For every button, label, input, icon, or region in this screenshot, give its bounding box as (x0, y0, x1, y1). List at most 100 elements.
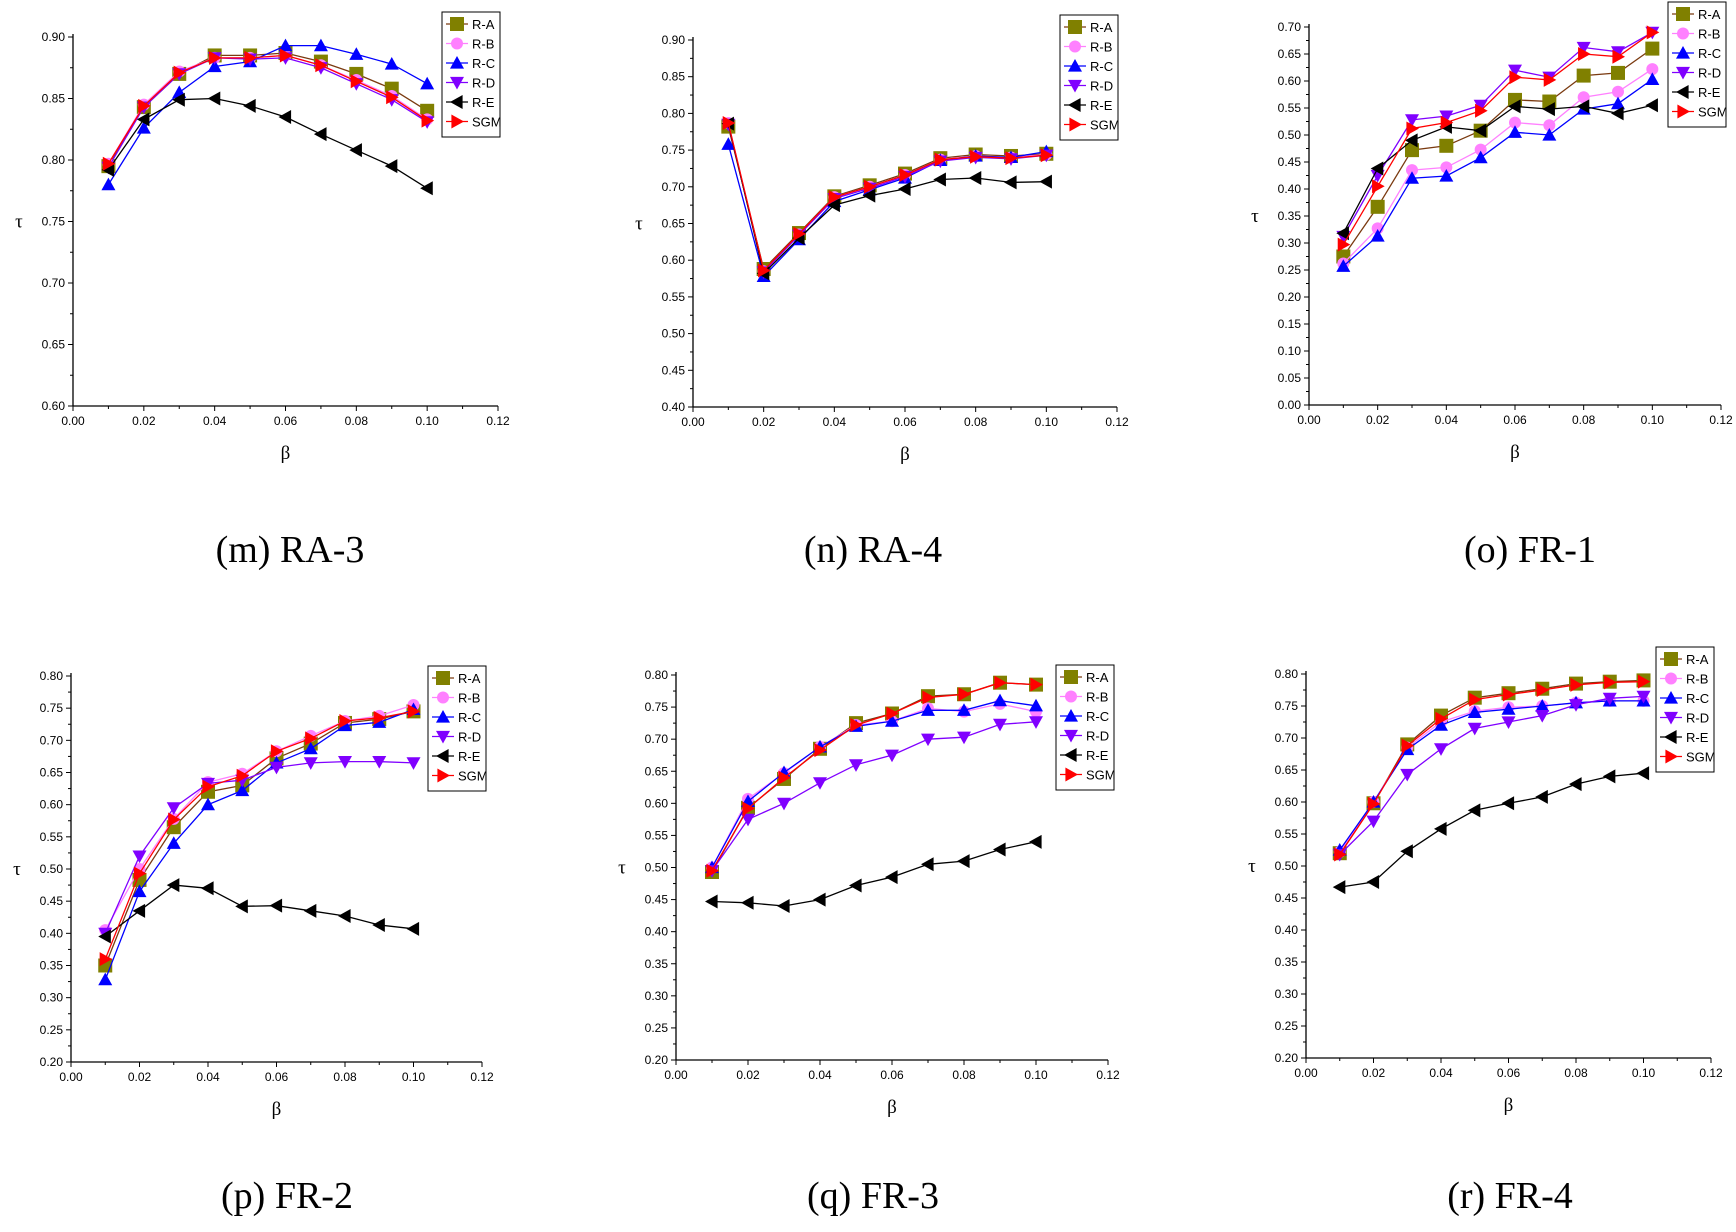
legend-label: R-E (1090, 98, 1113, 113)
legend-label: R-D (1698, 66, 1721, 81)
series-r-b (722, 116, 1053, 278)
legend-label: R-D (472, 76, 495, 91)
series-line (1339, 772, 1644, 888)
data-point (421, 113, 435, 128)
x-tick-label: 0.12 (470, 1070, 494, 1084)
data-point (1543, 72, 1557, 87)
data-point (1576, 68, 1591, 83)
data-point (235, 783, 250, 797)
data-point (1536, 683, 1550, 697)
series-line (104, 704, 414, 931)
data-point (921, 703, 935, 716)
legend-marker (1676, 7, 1690, 21)
x-tick-label: 0.04 (1435, 413, 1459, 427)
series-sgm (706, 675, 1043, 878)
y-tick-label: 0.45 (1275, 891, 1299, 905)
data-point (373, 710, 387, 725)
y-tick-label: 0.30 (40, 991, 64, 1005)
y-tick-label: 0.00 (1278, 398, 1302, 412)
series-r-c (98, 702, 421, 986)
y-tick-label: 0.75 (40, 701, 64, 715)
y-tick-label: 0.20 (645, 1053, 669, 1067)
legend-label: R-A (1090, 20, 1113, 35)
chart-caption: (n) RA-4 (804, 529, 942, 571)
series-line (104, 708, 414, 980)
y-tick-label: 0.65 (40, 766, 64, 780)
data-point (1039, 174, 1052, 189)
legend-marker (1664, 730, 1677, 744)
x-tick-label: 0.04 (196, 1070, 220, 1084)
data-point (1405, 143, 1419, 158)
series-r-d (1336, 26, 1660, 244)
data-point (1439, 110, 1454, 124)
legend-marker (436, 749, 449, 763)
chart-panel-3: 0.00 0.05 0.10 0.15 0.20 0.25 0.30 0.35 0.40 0.45… (1251, 1, 1733, 571)
data-point (1439, 169, 1454, 182)
x-tick-label: 0.10 (1024, 1068, 1048, 1082)
data-point (1542, 128, 1557, 141)
legend-marker (1665, 672, 1677, 685)
data-point (1508, 125, 1522, 138)
data-point (1434, 743, 1448, 756)
x-tick-label: 0.00 (1294, 1066, 1318, 1080)
legend-marker (1064, 670, 1078, 684)
data-point (243, 98, 256, 113)
y-tick-label: 0.35 (645, 957, 669, 971)
x-tick-label: 0.06 (1497, 1066, 1521, 1080)
data-point (1576, 99, 1590, 114)
data-point (862, 188, 876, 203)
y-tick-label: 0.30 (1275, 987, 1299, 1001)
series-line (1339, 695, 1644, 855)
y-tick-label: 0.45 (645, 893, 669, 907)
series-line (1342, 31, 1653, 237)
data-point (828, 190, 842, 205)
y-tick-label: 0.75 (645, 700, 669, 714)
legend-marker (450, 95, 463, 109)
data-point (1370, 161, 1384, 176)
x-tick-label: 0.06 (265, 1070, 289, 1084)
series-line (711, 682, 1037, 872)
y-tick-label: 0.15 (1278, 317, 1302, 331)
x-tick-label: 0.10 (1641, 413, 1665, 427)
data-point (742, 801, 755, 816)
data-point (372, 917, 385, 932)
data-point (1366, 815, 1381, 829)
data-point (349, 47, 364, 60)
legend-label: R-B (1698, 27, 1720, 42)
data-point (207, 91, 221, 106)
y-tick-label: 0.65 (42, 338, 66, 352)
x-tick-label: 0.12 (486, 414, 510, 428)
data-point (741, 895, 754, 910)
x-tick-label: 0.12 (1096, 1068, 1120, 1082)
legend-marker (1664, 711, 1678, 725)
data-point (172, 92, 185, 107)
data-point (406, 757, 421, 770)
data-point (1336, 226, 1349, 241)
chart-panel-4: 0.20 0.25 0.30 0.35 0.40 0.45 0.50 0.55 0.60 0.65… (13, 665, 494, 1217)
data-point (885, 870, 898, 885)
x-tick-label: 0.00 (59, 1070, 83, 1084)
legend-marker (1068, 20, 1082, 34)
y-tick-label: 0.80 (1275, 667, 1299, 681)
data-point (993, 693, 1007, 707)
legend-marker (451, 37, 463, 50)
chart-panel-6: 0.20 0.25 0.30 0.35 0.40 0.45 0.50 0.55 0.60 0.65… (1248, 646, 1723, 1217)
chart-caption: (q) FR-3 (807, 1175, 939, 1217)
series-line (727, 122, 1047, 273)
y-tick-label: 0.85 (662, 70, 686, 84)
data-point (98, 972, 113, 986)
x-axis-label: β (887, 1097, 897, 1118)
y-tick-label: 0.85 (42, 92, 66, 106)
x-tick-label: 0.10 (402, 1070, 426, 1084)
series-line (104, 884, 414, 938)
legend-label: R-C (1086, 709, 1109, 724)
series-r-c (1336, 72, 1660, 272)
y-tick-label: 0.25 (1275, 1019, 1299, 1033)
x-tick-label: 0.08 (964, 415, 988, 429)
legend-marker (1068, 79, 1082, 93)
data-point (1646, 25, 1660, 40)
data-point (236, 768, 250, 783)
y-tick-label: 0.60 (42, 399, 66, 413)
x-tick-label: 0.06 (880, 1068, 904, 1082)
data-point (1405, 171, 1419, 184)
